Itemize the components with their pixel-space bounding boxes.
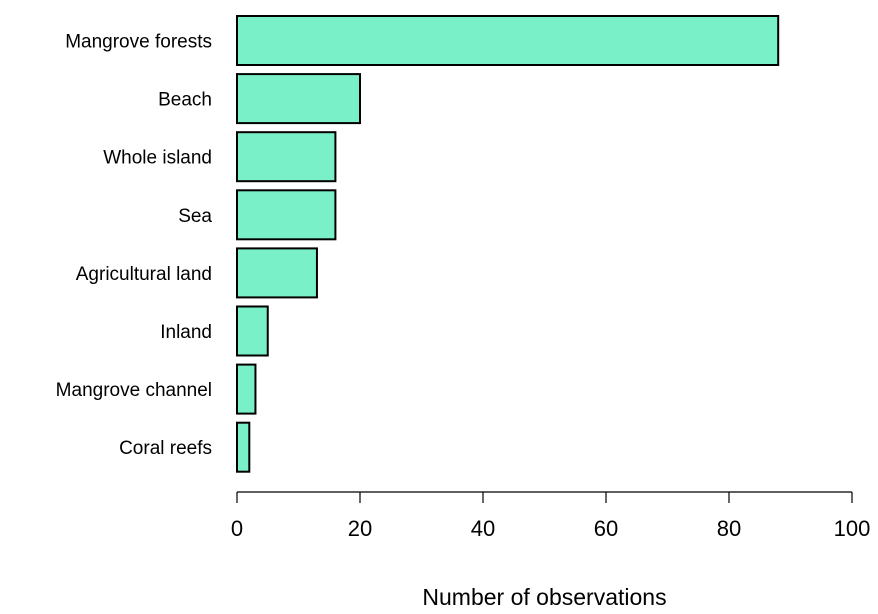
bar-beach [236,73,361,125]
x-axis-title: Number of observations [422,584,666,610]
category-label-coral-reefs: Coral reefs [119,438,212,459]
bar-agricultural-land [236,247,318,299]
category-label-whole-island: Whole island [103,148,212,169]
category-label-sea: Sea [178,206,212,227]
category-label-beach: Beach [158,90,212,111]
bar-inland [236,305,269,357]
x-tick-label-40: 40 [471,516,495,541]
bar-mangrove-channel [236,363,257,415]
x-tick-label-60: 60 [594,516,618,541]
x-tick-label-0: 0 [231,516,243,541]
category-label-mangrove-forests: Mangrove forests [65,32,212,53]
x-tick-label-80: 80 [717,516,741,541]
bar-coral-reefs [236,421,251,473]
bar-sea [236,189,337,241]
category-label-agricultural-land: Agricultural land [76,264,212,285]
x-ticks: 0 20 40 60 80 100 [231,492,870,541]
x-tick-label-20: 20 [348,516,372,541]
bars-group [236,15,780,473]
bar-whole-island [236,131,337,183]
category-labels: Mangrove forests Beach Whole island Sea Agri… [56,32,213,460]
bar-mangrove-forests [236,15,780,66]
category-label-mangrove-channel: Mangrove channel [56,380,212,401]
x-axis: 0 20 40 60 80 100 [231,491,870,541]
category-label-inland: Inland [160,322,212,343]
x-tick-label-100: 100 [834,516,871,541]
